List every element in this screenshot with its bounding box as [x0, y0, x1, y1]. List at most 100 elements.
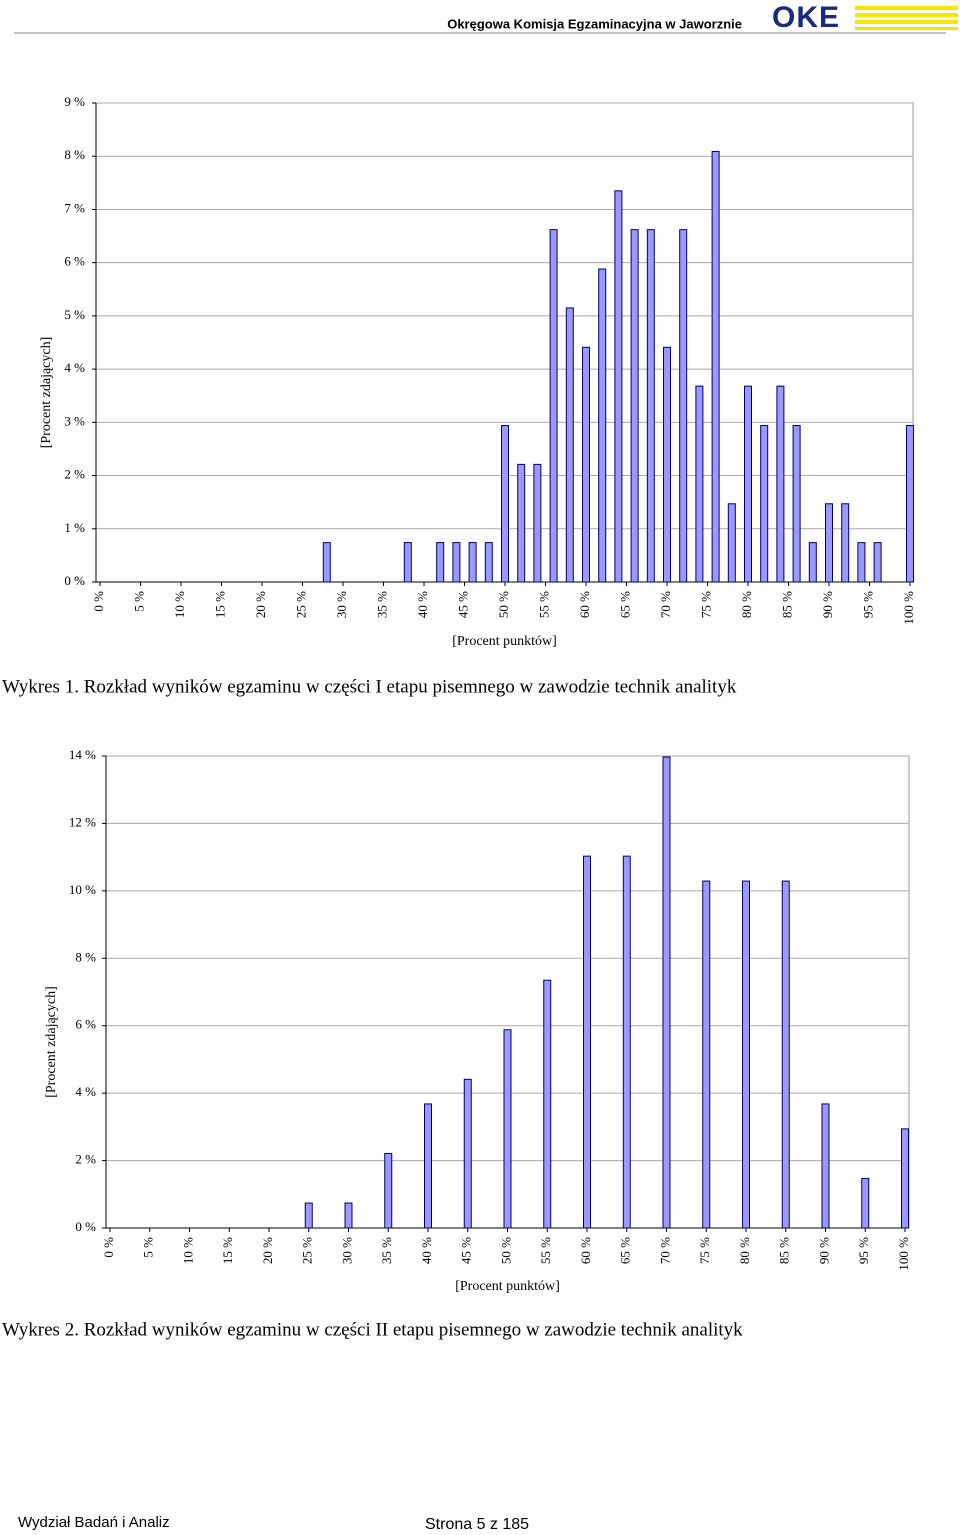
- y-tick-label: 3 %: [64, 413, 85, 428]
- x-tick-label: 50 %: [498, 1237, 513, 1264]
- x-tick-label: 95 %: [860, 591, 875, 618]
- bar: [662, 756, 671, 1229]
- bar: [503, 1029, 512, 1229]
- bar: [304, 1202, 313, 1229]
- bar: [679, 229, 688, 583]
- y-tick-label: 0 %: [75, 1219, 96, 1234]
- y-tick-label: 12 %: [69, 814, 96, 829]
- x-tick-label: 0 %: [101, 1237, 116, 1258]
- x-tick-label: 10 %: [180, 1237, 195, 1264]
- bar: [646, 229, 655, 583]
- bar: [322, 542, 331, 583]
- bar: [543, 979, 552, 1229]
- bar: [857, 542, 866, 583]
- y-axis-title: [Procent zdających]: [44, 986, 59, 1098]
- x-tick-label: 45 %: [459, 1237, 474, 1264]
- x-axis-title: [Procent punktów]: [452, 634, 557, 649]
- x-tick-label: 85 %: [777, 1237, 792, 1264]
- x-tick-label: 45 %: [455, 591, 470, 618]
- bar: [781, 880, 790, 1229]
- bar: [403, 542, 412, 583]
- bar: [873, 542, 882, 583]
- bar: [424, 1103, 432, 1229]
- x-tick-label: 35 %: [379, 1237, 394, 1264]
- x-tick-label: 0 %: [91, 591, 106, 612]
- bar: [463, 1078, 472, 1229]
- bar: [841, 503, 850, 583]
- x-tick-label: 20 %: [253, 591, 268, 618]
- x-tick-label: 30 %: [334, 591, 349, 618]
- y-tick-label: 8 %: [75, 949, 96, 964]
- bar: [583, 855, 591, 1229]
- bar: [549, 229, 558, 583]
- bar: [614, 190, 623, 583]
- footer-left: Wydział Badań i Analiz: [18, 1514, 170, 1531]
- x-tick-label: 40 %: [415, 591, 430, 618]
- y-axis-title: [Procent zdających]: [39, 337, 54, 449]
- x-tick-label: 40 %: [419, 1237, 434, 1264]
- bar: [582, 346, 590, 583]
- bar: [484, 542, 493, 583]
- bar: [702, 880, 711, 1229]
- x-tick-label: 20 %: [260, 1237, 275, 1264]
- bar: [630, 229, 639, 583]
- y-tick-label: 5 %: [64, 307, 85, 322]
- bar: [906, 425, 914, 583]
- y-tick-label: 2 %: [75, 1152, 96, 1167]
- bar: [821, 1103, 830, 1229]
- bar: [533, 463, 542, 583]
- x-tick-label: 5 %: [141, 1237, 156, 1258]
- x-tick-label: 75 %: [698, 591, 713, 618]
- x-tick-label: 35 %: [374, 591, 389, 618]
- chart-caption: Wykres 2. Rozkład wyników egzaminu w czę…: [2, 1319, 743, 1340]
- x-tick-label: 75 %: [697, 1237, 712, 1264]
- bar: [825, 503, 833, 583]
- x-tick-label: 70 %: [658, 591, 673, 618]
- x-tick-label: 50 %: [496, 591, 511, 618]
- bar: [776, 385, 785, 583]
- x-tick-label: 60 %: [578, 1237, 593, 1264]
- bar: [565, 307, 574, 583]
- x-tick-label: 90 %: [820, 591, 835, 618]
- x-tick-label: 100 %: [901, 591, 916, 625]
- bar: [695, 385, 704, 583]
- bar: [744, 385, 752, 583]
- bar: [792, 425, 801, 583]
- bar: [344, 1202, 353, 1229]
- x-tick-label: 60 %: [577, 591, 592, 618]
- bar: [760, 425, 769, 583]
- bar: [742, 880, 750, 1229]
- x-axis-title: [Procent punktów]: [455, 1279, 560, 1294]
- footer-right: Strona 5 z 185: [425, 1516, 529, 1533]
- bar: [517, 463, 526, 583]
- bar: [727, 503, 736, 583]
- x-tick-label: 30 %: [339, 1237, 354, 1264]
- y-tick-label: 4 %: [64, 360, 85, 375]
- x-tick-label: 55 %: [538, 1237, 553, 1264]
- x-tick-label: 25 %: [300, 1237, 315, 1264]
- bar: [468, 542, 477, 583]
- x-tick-label: 95 %: [856, 1237, 871, 1264]
- y-tick-label: 9 %: [64, 94, 85, 109]
- logo-text: OKE: [772, 1, 840, 34]
- x-tick-label: 15 %: [220, 1237, 235, 1264]
- x-tick-label: 100 %: [896, 1237, 911, 1271]
- bar: [598, 268, 607, 583]
- bar: [663, 346, 671, 583]
- bar: [436, 542, 445, 583]
- y-tick-label: 2 %: [64, 467, 85, 482]
- y-tick-label: 1 %: [64, 520, 85, 535]
- logo: OKE: [772, 1, 958, 34]
- bar: [711, 150, 720, 583]
- x-tick-label: 80 %: [739, 591, 754, 618]
- bar: [901, 1128, 909, 1229]
- y-tick-label: 7 %: [64, 200, 85, 215]
- bar: [384, 1152, 393, 1229]
- x-tick-label: 55 %: [536, 591, 551, 618]
- y-tick-label: 0 %: [64, 573, 85, 588]
- bar: [501, 425, 509, 583]
- x-tick-label: 65 %: [618, 1237, 633, 1264]
- y-tick-label: 4 %: [75, 1084, 96, 1099]
- x-tick-label: 25 %: [293, 591, 308, 618]
